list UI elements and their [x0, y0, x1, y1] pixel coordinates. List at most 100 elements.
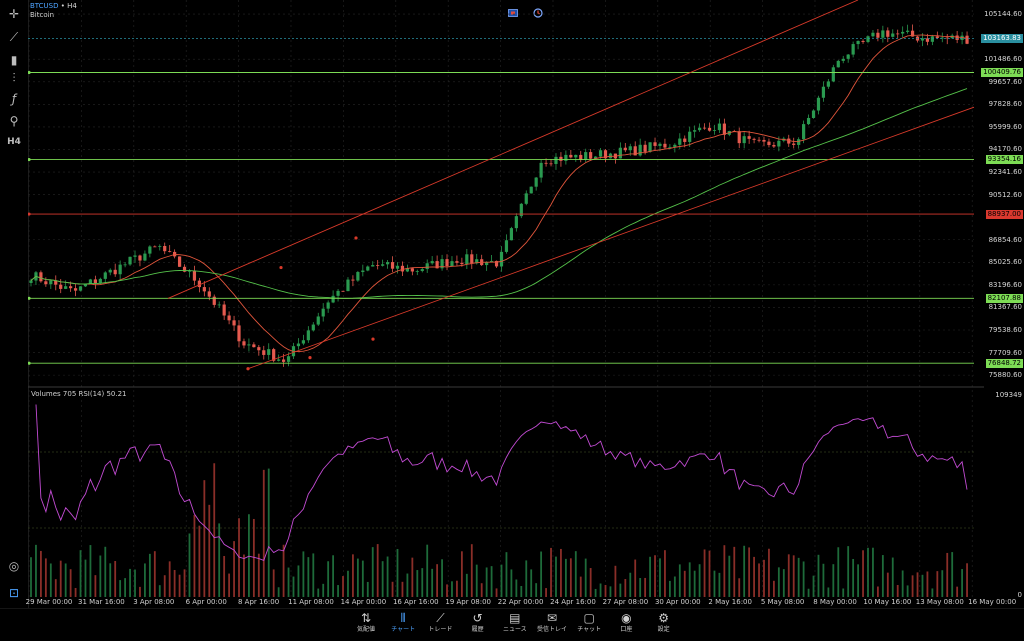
volume-bar — [99, 555, 102, 597]
volume-bar — [163, 575, 166, 597]
candles-icon[interactable]: ▮ — [10, 53, 18, 67]
price-axis-label: 94170.60 — [988, 145, 1022, 154]
volume-bar — [451, 581, 453, 597]
volume-bar — [787, 554, 790, 597]
candle-body — [346, 279, 350, 292]
volume-bar — [743, 545, 746, 597]
volume-bar — [906, 585, 909, 597]
price-tag: 100409.76 — [981, 68, 1023, 77]
time-axis[interactable]: 29 Mar 00:00 31 Mar 16:00 3 Apr 08:00 6 Apr… — [26, 597, 1024, 609]
volume-bar — [772, 580, 775, 597]
drawing-toolbar: ✛ ⟋ ▮ ⫶ ƒ ⚲ H4 ◎ ⊡ — [0, 0, 29, 610]
candle-body — [460, 262, 464, 265]
nav-item-chart[interactable]: ⫴ チャート — [383, 611, 423, 635]
volume-bar — [490, 566, 493, 597]
crosshair-icon[interactable]: ✛ — [8, 7, 20, 21]
nav-item-settings[interactable]: ⚙ 設定 — [644, 611, 684, 635]
volume-bar — [188, 533, 191, 597]
settings-sliders-icon[interactable]: ⫶ — [12, 71, 16, 85]
candle-body — [78, 286, 83, 291]
trade-panel-icon[interactable] — [508, 9, 518, 17]
volume-bar — [64, 563, 67, 597]
volume-bar — [921, 574, 924, 597]
volume-bar — [792, 555, 795, 597]
clock-icon[interactable] — [533, 8, 543, 18]
symbol-label[interactable]: BTCUSD — [30, 2, 59, 10]
volume-bar — [262, 469, 265, 597]
volume-bar — [30, 557, 32, 597]
candle-body — [742, 136, 746, 144]
time-axis-label: 13 May 08:00 — [915, 598, 964, 606]
candle-body — [242, 341, 246, 346]
volume-bar — [59, 560, 62, 597]
line-tool-icon[interactable]: ⟋ — [9, 30, 19, 44]
volume-bar — [594, 588, 597, 597]
objects-icon[interactable]: ⚲ — [9, 114, 19, 128]
price-axis-label: 97828.60 — [988, 100, 1022, 109]
channel-anchor-dot — [279, 265, 283, 270]
level-anchor-dot — [28, 212, 31, 216]
candle-body — [811, 110, 816, 118]
candle-body — [88, 279, 93, 285]
volume-bar — [664, 550, 666, 597]
volume-bar — [698, 564, 701, 597]
volume-bar — [668, 580, 671, 597]
timeframe-button[interactable]: H4 — [7, 137, 21, 147]
volume-bar — [901, 570, 904, 597]
candle-body — [148, 246, 152, 254]
zoom-icon[interactable]: ◎ — [8, 559, 20, 573]
volume-bar — [89, 545, 92, 597]
volume-bar — [475, 564, 478, 597]
candle-body — [935, 36, 939, 38]
price-axis-label: 83196.60 — [988, 280, 1022, 289]
volume-bar — [233, 541, 235, 597]
volume-bar — [317, 588, 320, 597]
candle-body — [955, 35, 959, 40]
volume-bar — [243, 554, 245, 597]
candle-body — [891, 33, 895, 37]
volume-bar — [500, 564, 503, 597]
candle-body — [316, 316, 320, 325]
slow-moving-average-line — [30, 88, 968, 299]
nav-item-account[interactable]: ◉ 口座 — [606, 611, 646, 635]
candle-body — [311, 324, 315, 331]
volume-bar — [54, 579, 57, 597]
candle-body — [707, 127, 712, 131]
volume-bar — [614, 565, 617, 597]
candle-body — [653, 142, 657, 146]
candle-body — [262, 350, 266, 355]
price-axis[interactable]: 105144.60 101486.60 99657.60 97828.60 95999.… — [981, 0, 1024, 606]
volume-bar — [302, 551, 305, 597]
volume-bar — [624, 579, 627, 597]
price-chart[interactable] — [28, 0, 984, 606]
candle-body — [514, 216, 518, 229]
nav-item-label: 口座 — [620, 626, 633, 633]
candle-body — [29, 280, 33, 283]
volume-bar — [104, 546, 107, 597]
nav-item-trade[interactable]: ⟋ トレード — [420, 611, 460, 635]
nav-item-history[interactable]: ↺ 履歴 — [458, 611, 498, 635]
price-tag: 76848.72 — [985, 358, 1023, 368]
volume-bar — [857, 564, 859, 597]
volume-bar — [342, 576, 344, 597]
function-icon[interactable]: ƒ — [11, 92, 17, 106]
nav-item-inbox[interactable]: ✉ 受信トレイ — [532, 611, 572, 635]
volume-bar — [193, 515, 196, 597]
candle-body — [509, 228, 514, 241]
candle-body — [257, 347, 261, 351]
candle-body — [237, 325, 241, 342]
candle-body — [400, 265, 405, 272]
volume-bar — [802, 561, 805, 597]
one-click-trading-icon[interactable]: ⊡ — [8, 586, 20, 600]
volume-bar — [748, 547, 751, 597]
candle-body — [187, 270, 192, 272]
candle-body — [584, 152, 588, 160]
nav-item-news[interactable]: ▤ ニュース — [495, 611, 535, 635]
volume-bar — [480, 583, 483, 597]
candle-body — [851, 44, 855, 55]
nav-item-quotes[interactable]: ⇅ 気配値 — [346, 611, 386, 635]
nav-item-chat[interactable]: ▢ チャット — [569, 611, 609, 635]
volume-bar — [877, 586, 879, 597]
candle-body — [366, 266, 370, 271]
channel-lower-line — [247, 106, 975, 370]
